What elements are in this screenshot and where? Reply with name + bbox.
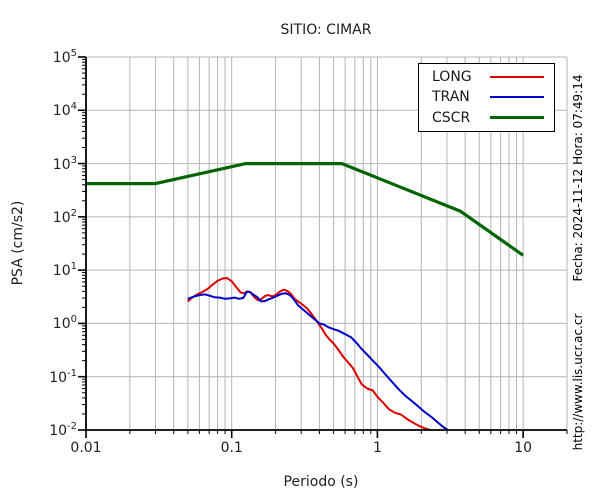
x-tick-label: 1 [372, 440, 382, 456]
y-tick-label: 103 [52, 154, 77, 173]
legend-entry-tran: TRAN [419, 89, 554, 105]
series-cscr [86, 162, 525, 257]
legend-line-tran [490, 96, 544, 99]
legend: LONG TRAN CSCR [418, 63, 555, 132]
chart-title: SITIO: CIMAR [280, 22, 372, 38]
y-tick-label: 101 [52, 261, 77, 279]
x-tick-label: 0.01 [70, 440, 102, 456]
y-tick-label: 102 [52, 208, 77, 226]
y-tick-label: 100 [52, 314, 77, 333]
series-long [187, 277, 431, 430]
series-group [86, 162, 525, 430]
y-tick-label: 10-2 [49, 421, 77, 439]
legend-entry-long: LONG [419, 69, 554, 85]
y-tick-label: 105 [52, 48, 77, 66]
legend-label-cscr: CSCR [432, 109, 471, 126]
legend-line-long [490, 76, 544, 79]
source-url-text: http://www.lis.ucr.ac.cr [571, 313, 585, 451]
timestamp-text: Fecha: 2024-11-12 Hora: 07:49:14 [571, 74, 585, 282]
legend-label-long: LONG [432, 69, 472, 86]
x-axis-label: Periodo (s) [283, 474, 359, 490]
legend-entry-cscr: CSCR [419, 110, 554, 126]
legend-line-cscr [490, 116, 544, 120]
y-tick-label: 104 [52, 101, 77, 120]
series-tran [187, 290, 449, 430]
legend-label-tran: TRAN [432, 89, 470, 106]
y-axis-label: PSA (cm/s2) [10, 200, 26, 286]
x-tick-label: 0.1 [220, 440, 243, 456]
y-tick-label: 10-1 [49, 367, 77, 386]
x-tick-label: 10 [514, 440, 533, 456]
